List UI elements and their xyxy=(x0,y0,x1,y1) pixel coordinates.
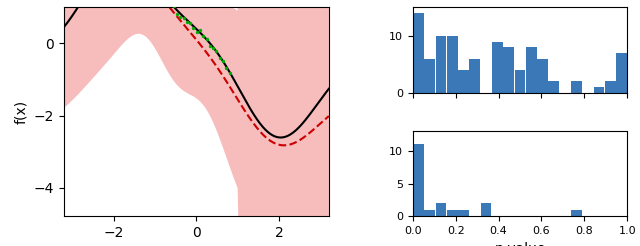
Bar xyxy=(424,210,435,216)
Bar xyxy=(571,81,582,93)
Point xyxy=(191,30,202,34)
Point xyxy=(168,4,179,8)
Bar xyxy=(424,59,435,93)
Point xyxy=(182,20,192,24)
Point xyxy=(221,66,232,70)
Point xyxy=(162,0,172,2)
Bar xyxy=(413,13,424,93)
Bar xyxy=(548,81,559,93)
Point xyxy=(188,26,198,30)
Bar xyxy=(447,210,458,216)
Point xyxy=(202,37,212,41)
Point xyxy=(175,15,186,19)
Point xyxy=(211,49,221,53)
Bar xyxy=(616,53,627,93)
Bar xyxy=(537,59,548,93)
Bar xyxy=(515,70,525,93)
Bar xyxy=(436,203,446,216)
Point xyxy=(214,56,225,60)
Y-axis label: f(x): f(x) xyxy=(14,100,28,124)
Bar xyxy=(447,36,458,93)
Point xyxy=(205,44,215,48)
Point xyxy=(225,71,235,75)
Bar xyxy=(458,210,469,216)
Bar xyxy=(503,47,514,93)
X-axis label: p-value: p-value xyxy=(494,242,546,246)
Bar xyxy=(526,47,536,93)
Bar xyxy=(594,87,604,93)
Point xyxy=(172,12,182,16)
Bar xyxy=(571,210,582,216)
Bar xyxy=(413,144,424,216)
Bar xyxy=(492,42,503,93)
Bar xyxy=(481,203,492,216)
Point xyxy=(179,16,189,20)
Bar xyxy=(458,70,469,93)
Point xyxy=(165,2,175,6)
Point xyxy=(218,59,228,62)
Point xyxy=(198,34,209,38)
Bar xyxy=(436,36,446,93)
Bar xyxy=(470,59,480,93)
Bar xyxy=(605,81,616,93)
Point xyxy=(185,21,195,25)
Point xyxy=(208,46,218,50)
Point xyxy=(195,28,205,32)
